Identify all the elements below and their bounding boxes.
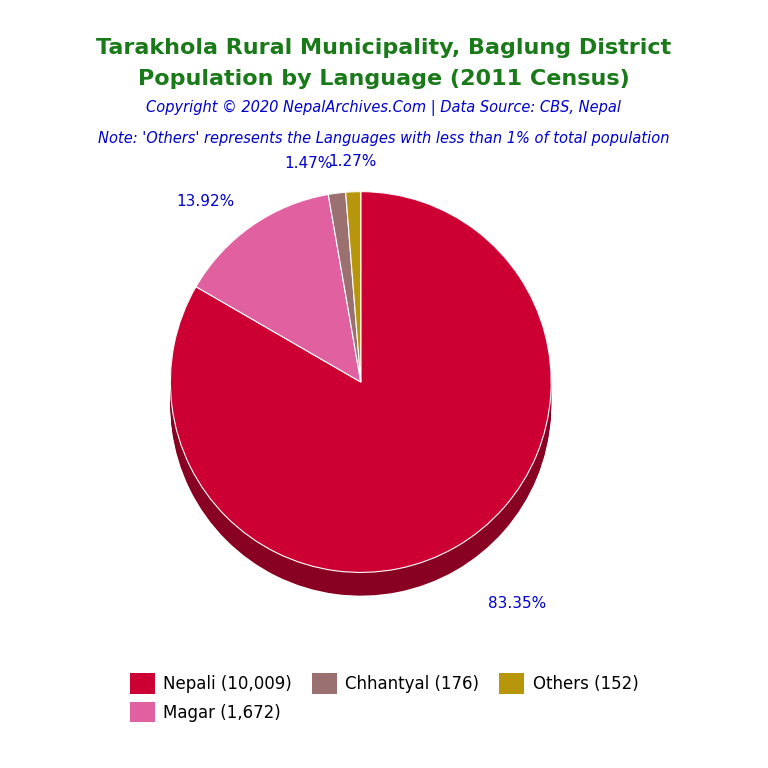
Wedge shape (196, 197, 361, 386)
Text: 83.35%: 83.35% (488, 596, 547, 611)
Wedge shape (196, 200, 361, 387)
Wedge shape (328, 216, 361, 406)
Wedge shape (196, 194, 361, 382)
Wedge shape (196, 206, 361, 394)
Text: Tarakhola Rural Municipality, Baglung District: Tarakhola Rural Municipality, Baglung Di… (96, 38, 672, 58)
Wedge shape (346, 195, 361, 386)
Wedge shape (346, 210, 361, 400)
Wedge shape (196, 210, 361, 397)
Wedge shape (346, 197, 361, 387)
Wedge shape (196, 211, 361, 399)
Wedge shape (170, 192, 551, 572)
Wedge shape (170, 192, 551, 572)
Text: 13.92%: 13.92% (177, 194, 234, 209)
Wedge shape (346, 211, 361, 402)
Wedge shape (196, 207, 361, 396)
Wedge shape (328, 197, 361, 387)
Wedge shape (328, 200, 361, 390)
Wedge shape (346, 215, 361, 406)
Text: 1.27%: 1.27% (328, 154, 376, 169)
Wedge shape (346, 214, 361, 404)
Wedge shape (196, 217, 361, 406)
Wedge shape (346, 207, 361, 397)
Wedge shape (346, 198, 361, 389)
Wedge shape (328, 207, 361, 397)
Wedge shape (196, 204, 361, 392)
Wedge shape (346, 204, 361, 394)
Wedge shape (196, 216, 361, 404)
Text: Copyright © 2020 NepalArchives.Com | Data Source: CBS, Nepal: Copyright © 2020 NepalArchives.Com | Dat… (147, 100, 621, 116)
Wedge shape (170, 208, 551, 589)
Text: Population by Language (2011 Census): Population by Language (2011 Census) (138, 69, 630, 89)
Wedge shape (170, 211, 551, 592)
Wedge shape (328, 192, 361, 382)
Wedge shape (346, 194, 361, 384)
Wedge shape (170, 205, 551, 586)
Wedge shape (328, 204, 361, 394)
Wedge shape (170, 198, 551, 579)
Wedge shape (196, 213, 361, 400)
Text: 1.47%: 1.47% (285, 156, 333, 170)
Wedge shape (328, 194, 361, 384)
Wedge shape (170, 194, 551, 574)
Wedge shape (346, 201, 361, 392)
Wedge shape (170, 201, 551, 582)
Wedge shape (346, 192, 361, 382)
Wedge shape (170, 200, 551, 581)
Wedge shape (196, 214, 361, 402)
Wedge shape (346, 200, 361, 390)
Legend: Nepali (10,009), Magar (1,672), Chhantyal (176), Others (152): Nepali (10,009), Magar (1,672), Chhantya… (123, 667, 645, 729)
Wedge shape (328, 192, 361, 382)
Wedge shape (346, 205, 361, 396)
Wedge shape (170, 204, 551, 584)
Wedge shape (328, 212, 361, 402)
Text: Note: 'Others' represents the Languages with less than 1% of total population: Note: 'Others' represents the Languages … (98, 131, 670, 146)
Wedge shape (328, 202, 361, 392)
Wedge shape (328, 206, 361, 396)
Wedge shape (328, 210, 361, 400)
Wedge shape (346, 208, 361, 399)
Wedge shape (170, 197, 551, 578)
Wedge shape (170, 210, 551, 591)
Wedge shape (328, 199, 361, 389)
Wedge shape (196, 203, 361, 390)
Wedge shape (196, 196, 361, 384)
Wedge shape (170, 195, 551, 576)
Wedge shape (346, 192, 361, 382)
Wedge shape (328, 196, 361, 386)
Wedge shape (196, 194, 361, 382)
Wedge shape (170, 215, 551, 596)
Wedge shape (196, 201, 361, 389)
Wedge shape (170, 214, 551, 594)
Wedge shape (328, 214, 361, 404)
Wedge shape (328, 209, 361, 399)
Wedge shape (170, 207, 551, 588)
